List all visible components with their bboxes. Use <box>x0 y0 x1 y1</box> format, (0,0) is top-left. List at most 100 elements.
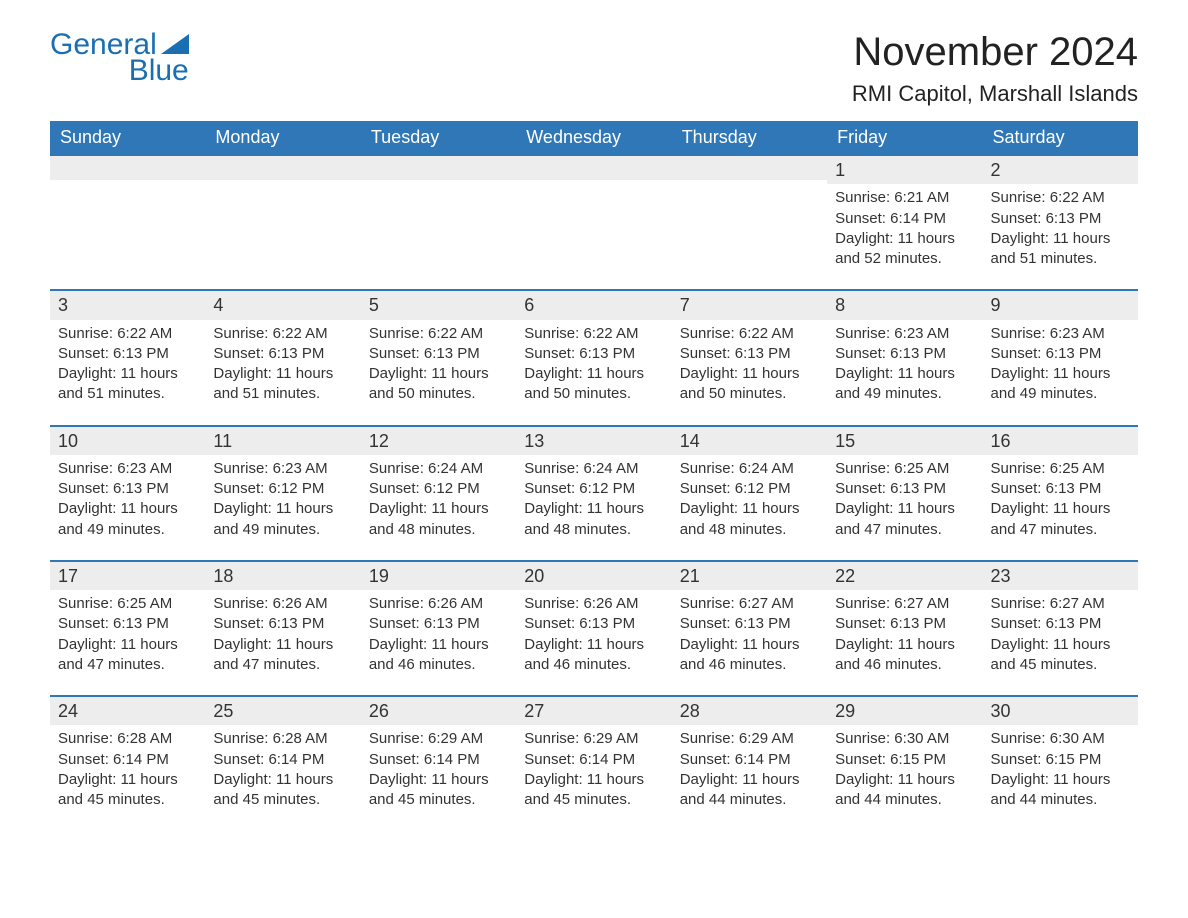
calendar-day-cell: 12Sunrise: 6:24 AMSunset: 6:12 PMDayligh… <box>361 425 516 560</box>
daylight2-text: and 45 minutes. <box>213 790 352 810</box>
calendar-day-cell: 13Sunrise: 6:24 AMSunset: 6:12 PMDayligh… <box>516 425 671 560</box>
sunrise-text: Sunrise: 6:27 AM <box>835 594 974 614</box>
daylight1-text: Daylight: 11 hours <box>524 770 663 790</box>
day-number: 17 <box>50 560 205 590</box>
sunset-text: Sunset: 6:13 PM <box>991 344 1130 364</box>
daylight1-text: Daylight: 11 hours <box>991 635 1130 655</box>
sunset-text: Sunset: 6:14 PM <box>58 750 197 770</box>
calendar-day-cell: 3Sunrise: 6:22 AMSunset: 6:13 PMDaylight… <box>50 289 205 424</box>
sunrise-text: Sunrise: 6:23 AM <box>213 459 352 479</box>
sunrise-text: Sunrise: 6:22 AM <box>680 324 819 344</box>
day-number: 1 <box>827 154 982 184</box>
calendar-day-cell: 28Sunrise: 6:29 AMSunset: 6:14 PMDayligh… <box>672 695 827 830</box>
daylight1-text: Daylight: 11 hours <box>680 770 819 790</box>
daylight1-text: Daylight: 11 hours <box>680 499 819 519</box>
daylight2-text: and 47 minutes. <box>58 655 197 675</box>
sunrise-text: Sunrise: 6:25 AM <box>991 459 1130 479</box>
daylight1-text: Daylight: 11 hours <box>524 364 663 384</box>
title-block: November 2024 RMI Capitol, Marshall Isla… <box>852 30 1138 107</box>
day-of-week-row: SundayMondayTuesdayWednesdayThursdayFrid… <box>50 121 1138 154</box>
sunrise-text: Sunrise: 6:26 AM <box>369 594 508 614</box>
calendar-day-cell: 18Sunrise: 6:26 AMSunset: 6:13 PMDayligh… <box>205 560 360 695</box>
logo-word-2: Blue <box>129 56 189 86</box>
sunrise-text: Sunrise: 6:22 AM <box>991 188 1130 208</box>
day-number: 19 <box>361 560 516 590</box>
day-of-week-header: Sunday <box>50 121 205 154</box>
daylight1-text: Daylight: 11 hours <box>524 635 663 655</box>
day-of-week-header: Friday <box>827 121 982 154</box>
daylight2-text: and 48 minutes. <box>369 520 508 540</box>
sunrise-text: Sunrise: 6:26 AM <box>213 594 352 614</box>
day-number: 24 <box>50 695 205 725</box>
day-number: 21 <box>672 560 827 590</box>
day-number: 29 <box>827 695 982 725</box>
daylight2-text: and 50 minutes. <box>524 384 663 404</box>
calendar-day-cell: 9Sunrise: 6:23 AMSunset: 6:13 PMDaylight… <box>983 289 1138 424</box>
sunset-text: Sunset: 6:13 PM <box>991 614 1130 634</box>
daylight1-text: Daylight: 11 hours <box>991 499 1130 519</box>
day-number: 26 <box>361 695 516 725</box>
month-title: November 2024 <box>852 30 1138 75</box>
calendar-day-cell: 2Sunrise: 6:22 AMSunset: 6:13 PMDaylight… <box>983 154 1138 289</box>
sunrise-text: Sunrise: 6:28 AM <box>213 729 352 749</box>
sunrise-text: Sunrise: 6:23 AM <box>991 324 1130 344</box>
sunset-text: Sunset: 6:13 PM <box>58 344 197 364</box>
daylight2-text: and 47 minutes. <box>991 520 1130 540</box>
daylight1-text: Daylight: 11 hours <box>835 770 974 790</box>
sunrise-text: Sunrise: 6:23 AM <box>835 324 974 344</box>
day-of-week-header: Thursday <box>672 121 827 154</box>
sunset-text: Sunset: 6:13 PM <box>680 344 819 364</box>
sunrise-text: Sunrise: 6:28 AM <box>58 729 197 749</box>
calendar-day-cell: 17Sunrise: 6:25 AMSunset: 6:13 PMDayligh… <box>50 560 205 695</box>
sunset-text: Sunset: 6:13 PM <box>991 209 1130 229</box>
sunset-text: Sunset: 6:15 PM <box>835 750 974 770</box>
day-number: 6 <box>516 289 671 319</box>
daylight2-text: and 50 minutes. <box>680 384 819 404</box>
day-number: 10 <box>50 425 205 455</box>
daylight2-text: and 45 minutes. <box>369 790 508 810</box>
daylight2-text: and 46 minutes. <box>369 655 508 675</box>
day-number: 3 <box>50 289 205 319</box>
calendar-day-cell: 29Sunrise: 6:30 AMSunset: 6:15 PMDayligh… <box>827 695 982 830</box>
daylight1-text: Daylight: 11 hours <box>369 635 508 655</box>
calendar-table: SundayMondayTuesdayWednesdayThursdayFrid… <box>50 121 1138 830</box>
daylight1-text: Daylight: 11 hours <box>835 635 974 655</box>
calendar-day-cell: 11Sunrise: 6:23 AMSunset: 6:12 PMDayligh… <box>205 425 360 560</box>
day-number: 2 <box>983 154 1138 184</box>
day-number: 5 <box>361 289 516 319</box>
daylight2-text: and 51 minutes. <box>213 384 352 404</box>
daylight1-text: Daylight: 11 hours <box>680 635 819 655</box>
calendar-day-cell <box>205 154 360 289</box>
sunset-text: Sunset: 6:13 PM <box>524 614 663 634</box>
calendar-day-cell: 19Sunrise: 6:26 AMSunset: 6:13 PMDayligh… <box>361 560 516 695</box>
daylight2-text: and 49 minutes. <box>835 384 974 404</box>
daylight1-text: Daylight: 11 hours <box>835 229 974 249</box>
day-number-band <box>50 154 205 180</box>
sunset-text: Sunset: 6:13 PM <box>58 614 197 634</box>
sunset-text: Sunset: 6:15 PM <box>991 750 1130 770</box>
daylight2-text: and 45 minutes. <box>991 655 1130 675</box>
daylight2-text: and 44 minutes. <box>835 790 974 810</box>
daylight1-text: Daylight: 11 hours <box>524 499 663 519</box>
sunrise-text: Sunrise: 6:24 AM <box>680 459 819 479</box>
sunset-text: Sunset: 6:13 PM <box>835 614 974 634</box>
sunset-text: Sunset: 6:13 PM <box>835 479 974 499</box>
daylight2-text: and 47 minutes. <box>213 655 352 675</box>
daylight2-text: and 46 minutes. <box>524 655 663 675</box>
daylight2-text: and 49 minutes. <box>58 520 197 540</box>
daylight1-text: Daylight: 11 hours <box>680 364 819 384</box>
calendar-day-cell <box>516 154 671 289</box>
day-number: 22 <box>827 560 982 590</box>
daylight2-text: and 48 minutes. <box>680 520 819 540</box>
day-number-band <box>516 154 671 180</box>
sunset-text: Sunset: 6:12 PM <box>524 479 663 499</box>
daylight2-text: and 52 minutes. <box>835 249 974 269</box>
sunrise-text: Sunrise: 6:23 AM <box>58 459 197 479</box>
sunrise-text: Sunrise: 6:22 AM <box>213 324 352 344</box>
day-number: 25 <box>205 695 360 725</box>
sunset-text: Sunset: 6:13 PM <box>835 344 974 364</box>
calendar-day-cell <box>672 154 827 289</box>
daylight1-text: Daylight: 11 hours <box>213 635 352 655</box>
sunrise-text: Sunrise: 6:29 AM <box>369 729 508 749</box>
calendar-day-cell: 27Sunrise: 6:29 AMSunset: 6:14 PMDayligh… <box>516 695 671 830</box>
